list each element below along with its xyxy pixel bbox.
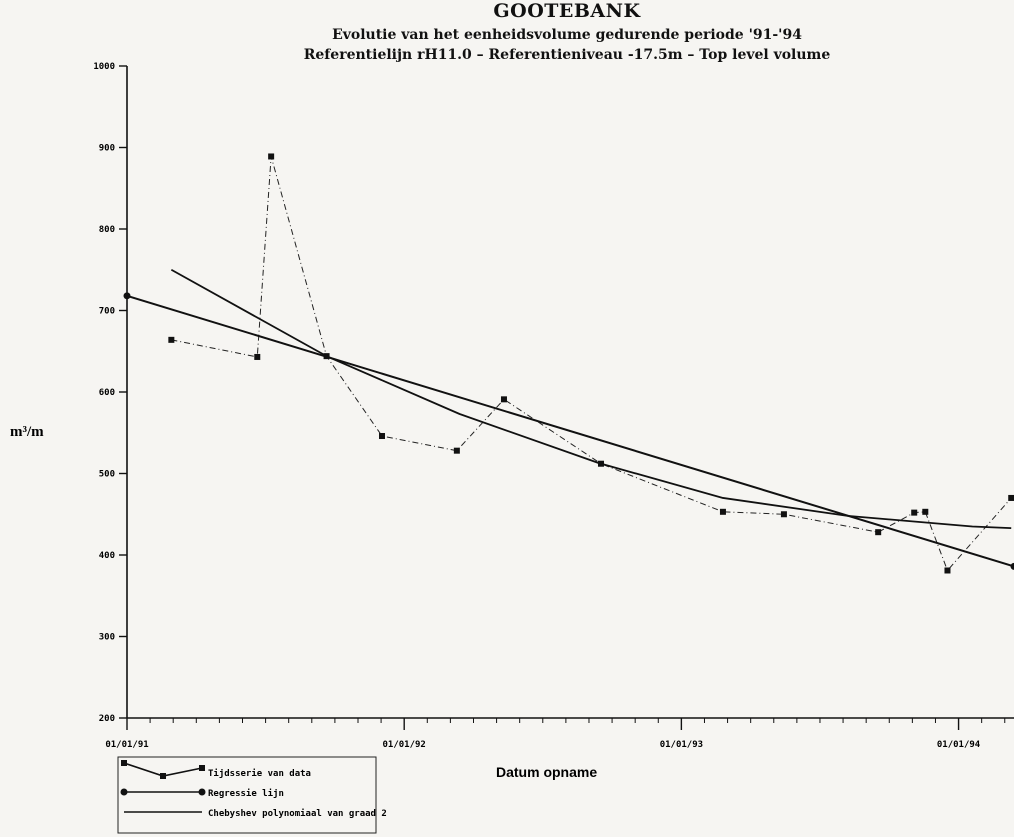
data-point-marker	[922, 508, 929, 515]
data-point-marker	[254, 353, 261, 360]
data-point-marker	[875, 529, 882, 536]
legend-label-regressie: Regressie lijn	[208, 788, 284, 799]
x-tick-label: 01/01/93	[660, 740, 703, 750]
regression-point-marker	[123, 292, 131, 300]
y-tick-label: 1000	[93, 62, 115, 72]
data-point-marker	[911, 509, 918, 516]
legend-sample-circle	[120, 788, 128, 796]
series-layer	[123, 153, 1014, 574]
legend: Tijdsserie van data Regressie lijn Cheby…	[117, 756, 387, 834]
regression-point-marker	[1010, 562, 1014, 570]
chart-title: GOOTEBANK	[493, 0, 641, 22]
y-tick-label: 800	[99, 225, 115, 235]
y-axis-label: m³/m	[10, 424, 44, 440]
x-tick-label: 01/01/94	[937, 740, 981, 750]
x-axis-label: Datum opname	[496, 764, 597, 780]
data-point-marker	[268, 153, 275, 160]
data-point-marker	[168, 336, 175, 343]
y-tick-label: 400	[99, 551, 115, 561]
legend-sample-square	[160, 773, 166, 779]
x-tick-label: 01/01/91	[105, 740, 148, 750]
series-chebyshev-line	[170, 268, 1012, 530]
legend-label-tijdsserie: Tijdsserie van data	[208, 768, 311, 779]
data-point-marker	[1008, 494, 1014, 501]
data-point-marker	[780, 511, 787, 518]
chart-subtitle: Evolutie van het eenheidsvolume gedurend…	[332, 27, 802, 43]
x-tick-label: 01/01/92	[383, 740, 426, 750]
y-tick-label: 600	[99, 388, 115, 398]
legend-sample-square	[199, 765, 205, 771]
legend-sample-circle	[198, 788, 206, 796]
chart-subtitle-2: Referentielijn rH11.0 – Referentieniveau…	[303, 47, 831, 63]
data-point-marker	[453, 447, 460, 454]
y-tick-label: 200	[99, 714, 115, 724]
legend-sample-square	[121, 760, 127, 766]
y-tick-label: 300	[99, 633, 115, 643]
series-tijdsserie-line	[171, 156, 1012, 572]
legend-label-chebyshev: Chebyshev polynomiaal van graad 2	[208, 808, 387, 819]
data-point-marker	[719, 508, 726, 515]
data-point-marker	[944, 567, 951, 574]
y-tick-label: 900	[99, 144, 115, 154]
axes: 200 300 400 500 600 700 800 900 1000 01/01/91 01/0…	[93, 62, 1014, 750]
data-point-marker	[379, 433, 386, 440]
legend-box	[117, 756, 377, 834]
y-tick-label: 700	[99, 307, 115, 317]
series-regressie-line	[126, 294, 1014, 568]
y-tick-label: 500	[99, 470, 115, 480]
data-point-marker	[500, 396, 507, 403]
